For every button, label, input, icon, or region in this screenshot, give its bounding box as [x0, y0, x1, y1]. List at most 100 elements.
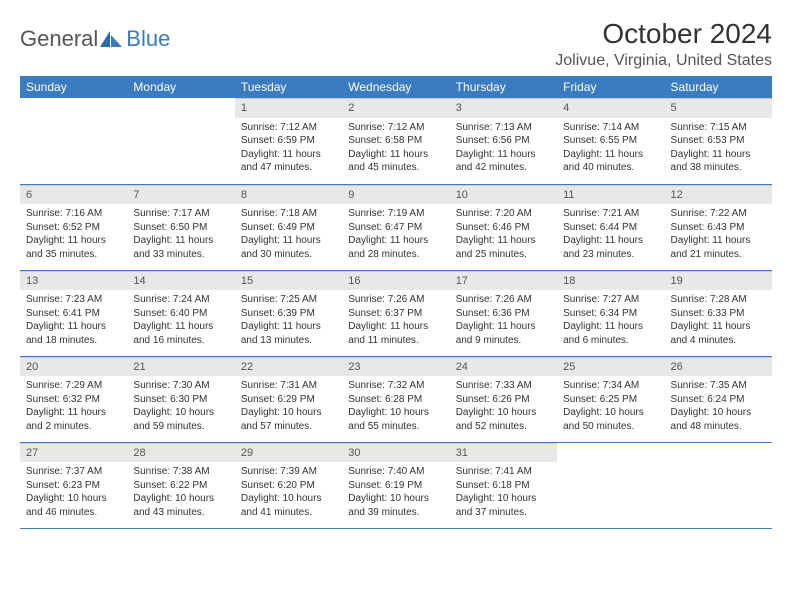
- calendar-day-cell: 25Sunrise: 7:34 AMSunset: 6:25 PMDayligh…: [557, 356, 664, 442]
- day-content: Sunrise: 7:37 AMSunset: 6:23 PMDaylight:…: [20, 462, 127, 523]
- sunset-text: Sunset: 6:18 PM: [456, 479, 551, 493]
- day-content: Sunrise: 7:13 AMSunset: 6:56 PMDaylight:…: [450, 118, 557, 179]
- day-content: Sunrise: 7:15 AMSunset: 6:53 PMDaylight:…: [665, 118, 772, 179]
- sunrise-text: Sunrise: 7:38 AM: [133, 465, 228, 479]
- daylight-text: Daylight: 11 hours and 30 minutes.: [241, 234, 336, 261]
- calendar-week-row: 1Sunrise: 7:12 AMSunset: 6:59 PMDaylight…: [20, 98, 772, 184]
- daylight-text: Daylight: 11 hours and 4 minutes.: [671, 320, 766, 347]
- weekday-header: Wednesday: [342, 76, 449, 98]
- sunrise-text: Sunrise: 7:21 AM: [563, 207, 658, 221]
- weekday-header: Tuesday: [235, 76, 342, 98]
- day-number: 1: [235, 98, 342, 118]
- daylight-text: Daylight: 11 hours and 38 minutes.: [671, 148, 766, 175]
- day-number: 8: [235, 185, 342, 205]
- sunset-text: Sunset: 6:59 PM: [241, 134, 336, 148]
- sunrise-text: Sunrise: 7:34 AM: [563, 379, 658, 393]
- daylight-text: Daylight: 11 hours and 13 minutes.: [241, 320, 336, 347]
- calendar-day-cell: 29Sunrise: 7:39 AMSunset: 6:20 PMDayligh…: [235, 442, 342, 528]
- sunrise-text: Sunrise: 7:31 AM: [241, 379, 336, 393]
- calendar-day-cell: 31Sunrise: 7:41 AMSunset: 6:18 PMDayligh…: [450, 442, 557, 528]
- logo-sail-icon: [100, 31, 124, 47]
- calendar-day-cell: 18Sunrise: 7:27 AMSunset: 6:34 PMDayligh…: [557, 270, 664, 356]
- sunrise-text: Sunrise: 7:26 AM: [456, 293, 551, 307]
- sunrise-text: Sunrise: 7:35 AM: [671, 379, 766, 393]
- day-content: Sunrise: 7:33 AMSunset: 6:26 PMDaylight:…: [450, 376, 557, 437]
- calendar-day-cell: 15Sunrise: 7:25 AMSunset: 6:39 PMDayligh…: [235, 270, 342, 356]
- sunset-text: Sunset: 6:26 PM: [456, 393, 551, 407]
- sunrise-text: Sunrise: 7:23 AM: [26, 293, 121, 307]
- calendar-week-row: 20Sunrise: 7:29 AMSunset: 6:32 PMDayligh…: [20, 356, 772, 442]
- sunset-text: Sunset: 6:24 PM: [671, 393, 766, 407]
- sunrise-text: Sunrise: 7:18 AM: [241, 207, 336, 221]
- calendar-day-cell: 2Sunrise: 7:12 AMSunset: 6:58 PMDaylight…: [342, 98, 449, 184]
- daylight-text: Daylight: 11 hours and 33 minutes.: [133, 234, 228, 261]
- sunset-text: Sunset: 6:19 PM: [348, 479, 443, 493]
- day-number: 6: [20, 185, 127, 205]
- day-content: Sunrise: 7:29 AMSunset: 6:32 PMDaylight:…: [20, 376, 127, 437]
- daylight-text: Daylight: 11 hours and 2 minutes.: [26, 406, 121, 433]
- sunset-text: Sunset: 6:20 PM: [241, 479, 336, 493]
- daylight-text: Daylight: 11 hours and 11 minutes.: [348, 320, 443, 347]
- daylight-text: Daylight: 10 hours and 57 minutes.: [241, 406, 336, 433]
- sunset-text: Sunset: 6:33 PM: [671, 307, 766, 321]
- calendar-table: SundayMondayTuesdayWednesdayThursdayFrid…: [20, 76, 772, 529]
- weekday-header: Saturday: [665, 76, 772, 98]
- sunrise-text: Sunrise: 7:12 AM: [241, 121, 336, 135]
- sunset-text: Sunset: 6:53 PM: [671, 134, 766, 148]
- sunrise-text: Sunrise: 7:33 AM: [456, 379, 551, 393]
- title-block: October 2024 Jolivue, Virginia, United S…: [555, 18, 772, 70]
- calendar-day-cell: 3Sunrise: 7:13 AMSunset: 6:56 PMDaylight…: [450, 98, 557, 184]
- daylight-text: Daylight: 10 hours and 59 minutes.: [133, 406, 228, 433]
- sunset-text: Sunset: 6:28 PM: [348, 393, 443, 407]
- sunset-text: Sunset: 6:40 PM: [133, 307, 228, 321]
- day-number: 4: [557, 98, 664, 118]
- calendar-day-cell: 22Sunrise: 7:31 AMSunset: 6:29 PMDayligh…: [235, 356, 342, 442]
- daylight-text: Daylight: 11 hours and 21 minutes.: [671, 234, 766, 261]
- day-content: Sunrise: 7:34 AMSunset: 6:25 PMDaylight:…: [557, 376, 664, 437]
- calendar-day-cell: 10Sunrise: 7:20 AMSunset: 6:46 PMDayligh…: [450, 184, 557, 270]
- calendar-week-row: 6Sunrise: 7:16 AMSunset: 6:52 PMDaylight…: [20, 184, 772, 270]
- sunset-text: Sunset: 6:39 PM: [241, 307, 336, 321]
- daylight-text: Daylight: 11 hours and 35 minutes.: [26, 234, 121, 261]
- sunrise-text: Sunrise: 7:19 AM: [348, 207, 443, 221]
- calendar-day-cell: [557, 442, 664, 528]
- sunset-text: Sunset: 6:29 PM: [241, 393, 336, 407]
- sunrise-text: Sunrise: 7:24 AM: [133, 293, 228, 307]
- day-content: Sunrise: 7:25 AMSunset: 6:39 PMDaylight:…: [235, 290, 342, 351]
- day-number: 5: [665, 98, 772, 118]
- day-number: 31: [450, 443, 557, 463]
- day-content: Sunrise: 7:38 AMSunset: 6:22 PMDaylight:…: [127, 462, 234, 523]
- calendar-week-row: 13Sunrise: 7:23 AMSunset: 6:41 PMDayligh…: [20, 270, 772, 356]
- calendar-day-cell: 27Sunrise: 7:37 AMSunset: 6:23 PMDayligh…: [20, 442, 127, 528]
- sunrise-text: Sunrise: 7:14 AM: [563, 121, 658, 135]
- sunrise-text: Sunrise: 7:41 AM: [456, 465, 551, 479]
- calendar-day-cell: 24Sunrise: 7:33 AMSunset: 6:26 PMDayligh…: [450, 356, 557, 442]
- sunrise-text: Sunrise: 7:22 AM: [671, 207, 766, 221]
- sunrise-text: Sunrise: 7:20 AM: [456, 207, 551, 221]
- location: Jolivue, Virginia, United States: [555, 52, 772, 70]
- sunrise-text: Sunrise: 7:16 AM: [26, 207, 121, 221]
- sunrise-text: Sunrise: 7:25 AM: [241, 293, 336, 307]
- day-number: 21: [127, 357, 234, 377]
- day-number: 26: [665, 357, 772, 377]
- day-number: 22: [235, 357, 342, 377]
- sunset-text: Sunset: 6:34 PM: [563, 307, 658, 321]
- logo-text-1: General: [20, 26, 98, 52]
- sunrise-text: Sunrise: 7:12 AM: [348, 121, 443, 135]
- day-content: Sunrise: 7:26 AMSunset: 6:36 PMDaylight:…: [450, 290, 557, 351]
- calendar-day-cell: 30Sunrise: 7:40 AMSunset: 6:19 PMDayligh…: [342, 442, 449, 528]
- daylight-text: Daylight: 11 hours and 28 minutes.: [348, 234, 443, 261]
- day-number: 3: [450, 98, 557, 118]
- day-content: Sunrise: 7:20 AMSunset: 6:46 PMDaylight:…: [450, 204, 557, 265]
- daylight-text: Daylight: 11 hours and 16 minutes.: [133, 320, 228, 347]
- sunrise-text: Sunrise: 7:29 AM: [26, 379, 121, 393]
- day-content: Sunrise: 7:23 AMSunset: 6:41 PMDaylight:…: [20, 290, 127, 351]
- daylight-text: Daylight: 10 hours and 43 minutes.: [133, 492, 228, 519]
- calendar-day-cell: 6Sunrise: 7:16 AMSunset: 6:52 PMDaylight…: [20, 184, 127, 270]
- calendar-day-cell: 23Sunrise: 7:32 AMSunset: 6:28 PMDayligh…: [342, 356, 449, 442]
- day-number: 16: [342, 271, 449, 291]
- day-number: 24: [450, 357, 557, 377]
- sunrise-text: Sunrise: 7:27 AM: [563, 293, 658, 307]
- day-number: 10: [450, 185, 557, 205]
- day-content: Sunrise: 7:31 AMSunset: 6:29 PMDaylight:…: [235, 376, 342, 437]
